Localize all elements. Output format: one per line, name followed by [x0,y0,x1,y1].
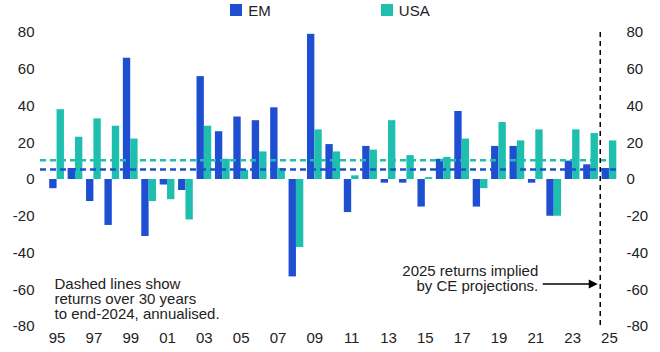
svg-text:20: 20 [627,134,644,151]
svg-text:09: 09 [307,329,324,346]
html-text:EM: EM [248,1,271,19]
svg-text:0: 0 [26,170,34,187]
svg-text:60: 60 [627,60,644,77]
svg-text:20: 20 [18,134,35,151]
svg-text:23: 23 [564,329,581,346]
svg-text:80: 80 [627,23,644,40]
html-text:USA: USA [398,1,430,19]
svg-text:15: 15 [417,329,434,346]
svg-text:07: 07 [270,329,287,346]
svg-text:25: 25 [601,329,618,346]
svg-text:-80: -80 [13,317,35,334]
svg-text:0: 0 [627,170,635,187]
svg-text:97: 97 [86,329,103,346]
svg-text:13: 13 [380,329,397,346]
svg-text:-20: -20 [627,207,649,224]
svg-text:60: 60 [18,60,35,77]
svg-text:2025 returns impliedby CE proj: 2025 returns impliedby CE projections. [402,262,538,294]
svg-text:99: 99 [122,329,139,346]
svg-text:-40: -40 [627,244,649,261]
svg-text:95: 95 [49,329,66,346]
svg-text:19: 19 [491,329,508,346]
svg-text:01: 01 [159,329,176,346]
svg-text:Dashed lines showreturns over: Dashed lines showreturns over 30 yearsto… [55,275,220,322]
svg-text:40: 40 [18,97,35,114]
svg-text:11: 11 [344,329,360,346]
svg-text:-20: -20 [13,207,35,224]
svg-text:40: 40 [627,97,644,114]
svg-text:05: 05 [233,329,250,346]
svg-text:-40: -40 [13,244,35,261]
svg-text:21: 21 [527,329,544,346]
svg-text:80: 80 [18,23,35,40]
svg-text:03: 03 [196,329,213,346]
svg-text:17: 17 [454,329,471,346]
svg-text:-80: -80 [627,317,649,334]
svg-text:-60: -60 [13,281,35,298]
svg-text:-60: -60 [627,281,649,298]
